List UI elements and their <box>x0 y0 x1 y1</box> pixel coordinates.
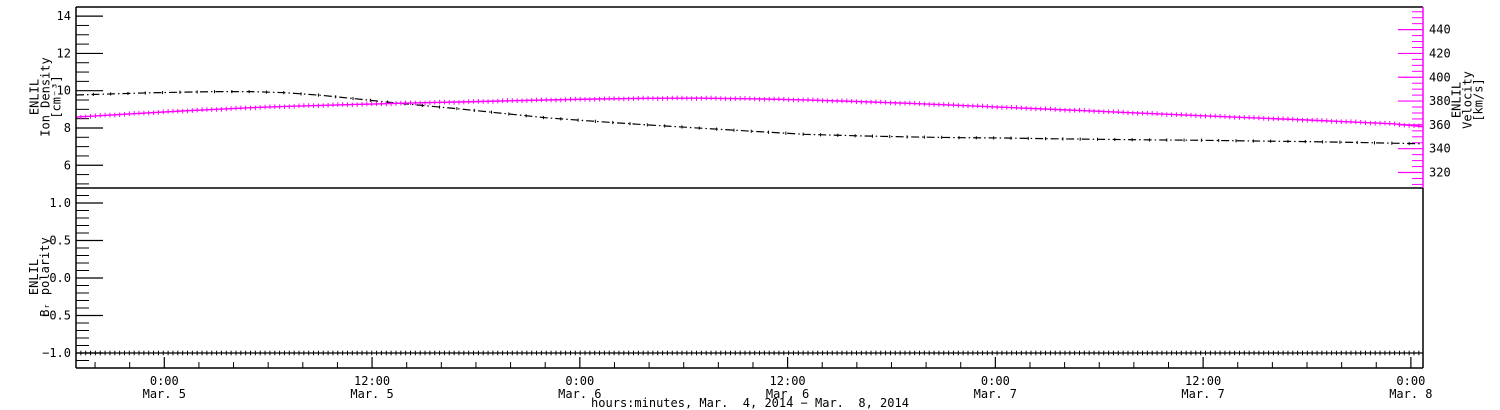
velocity-tick-label: 420 <box>1429 46 1451 60</box>
velocity-tick-label: 440 <box>1429 23 1451 37</box>
y-tick-label: 0.0 <box>49 271 71 285</box>
x-tick-hour-label: 0:00 <box>1396 374 1425 388</box>
x-tick-hour-label: 0:00 <box>981 374 1010 388</box>
y-tick-label: 1.0 <box>49 196 71 210</box>
axis-title-line: [cm⁻³] <box>49 75 64 119</box>
x-tick-date-label: Mar. 5 <box>350 387 393 401</box>
axis-title-line: [km/s] <box>1471 78 1486 122</box>
x-tick-hour-label: 12:00 <box>770 374 806 388</box>
x-tick-date-label: Mar. 7 <box>974 387 1017 401</box>
velocity-tick-label: 320 <box>1429 166 1451 180</box>
axis-title-line: Bᵣ polarity <box>38 237 52 317</box>
x-axis-title: hours:minutes, Mar. 4, 2014 − Mar. 8, 20… <box>591 396 909 410</box>
x-tick-date-label: Mar. 6 <box>558 387 601 401</box>
density-curve <box>75 91 1424 145</box>
velocity-tick-label: 400 <box>1429 70 1451 84</box>
velocity-tick-label: 360 <box>1429 118 1451 132</box>
y-tick-label: 8 <box>64 121 71 135</box>
density-axis-title: ENLIL Ion Density [cm⁻³] <box>28 57 64 136</box>
polarity-axis-title: ENLIL Bᵣ polarity <box>27 237 52 317</box>
x-tick-hour-label: 12:00 <box>1185 374 1221 388</box>
y-tick-label: 10 <box>57 84 71 98</box>
x-tick-date-label: Mar. 5 <box>143 387 186 401</box>
y-tick-label: −0.5 <box>42 309 71 323</box>
x-tick-hour-label: 0:00 <box>565 374 594 388</box>
x-tick-date-label: Mar. 6 <box>766 387 809 401</box>
velocity-tick-label: 380 <box>1429 94 1451 108</box>
y-tick-label: 14 <box>57 9 71 23</box>
velocity-tick-label: 340 <box>1429 142 1451 156</box>
velocity-axis-title: ENLIL Velocity [km/s] <box>1450 71 1486 129</box>
velocity-curve <box>75 97 1424 128</box>
x-tick-date-label: Mar. 8 <box>1389 387 1432 401</box>
x-tick-hour-label: 0:00 <box>150 374 179 388</box>
x-tick-hour-label: 12:00 <box>354 374 390 388</box>
y-tick-label: 0.5 <box>49 234 71 248</box>
y-tick-label: 12 <box>57 46 71 60</box>
y-tick-label: 6 <box>64 158 71 172</box>
y-tick-label: −1.0 <box>42 346 71 360</box>
x-tick-date-label: Mar. 7 <box>1181 387 1224 401</box>
